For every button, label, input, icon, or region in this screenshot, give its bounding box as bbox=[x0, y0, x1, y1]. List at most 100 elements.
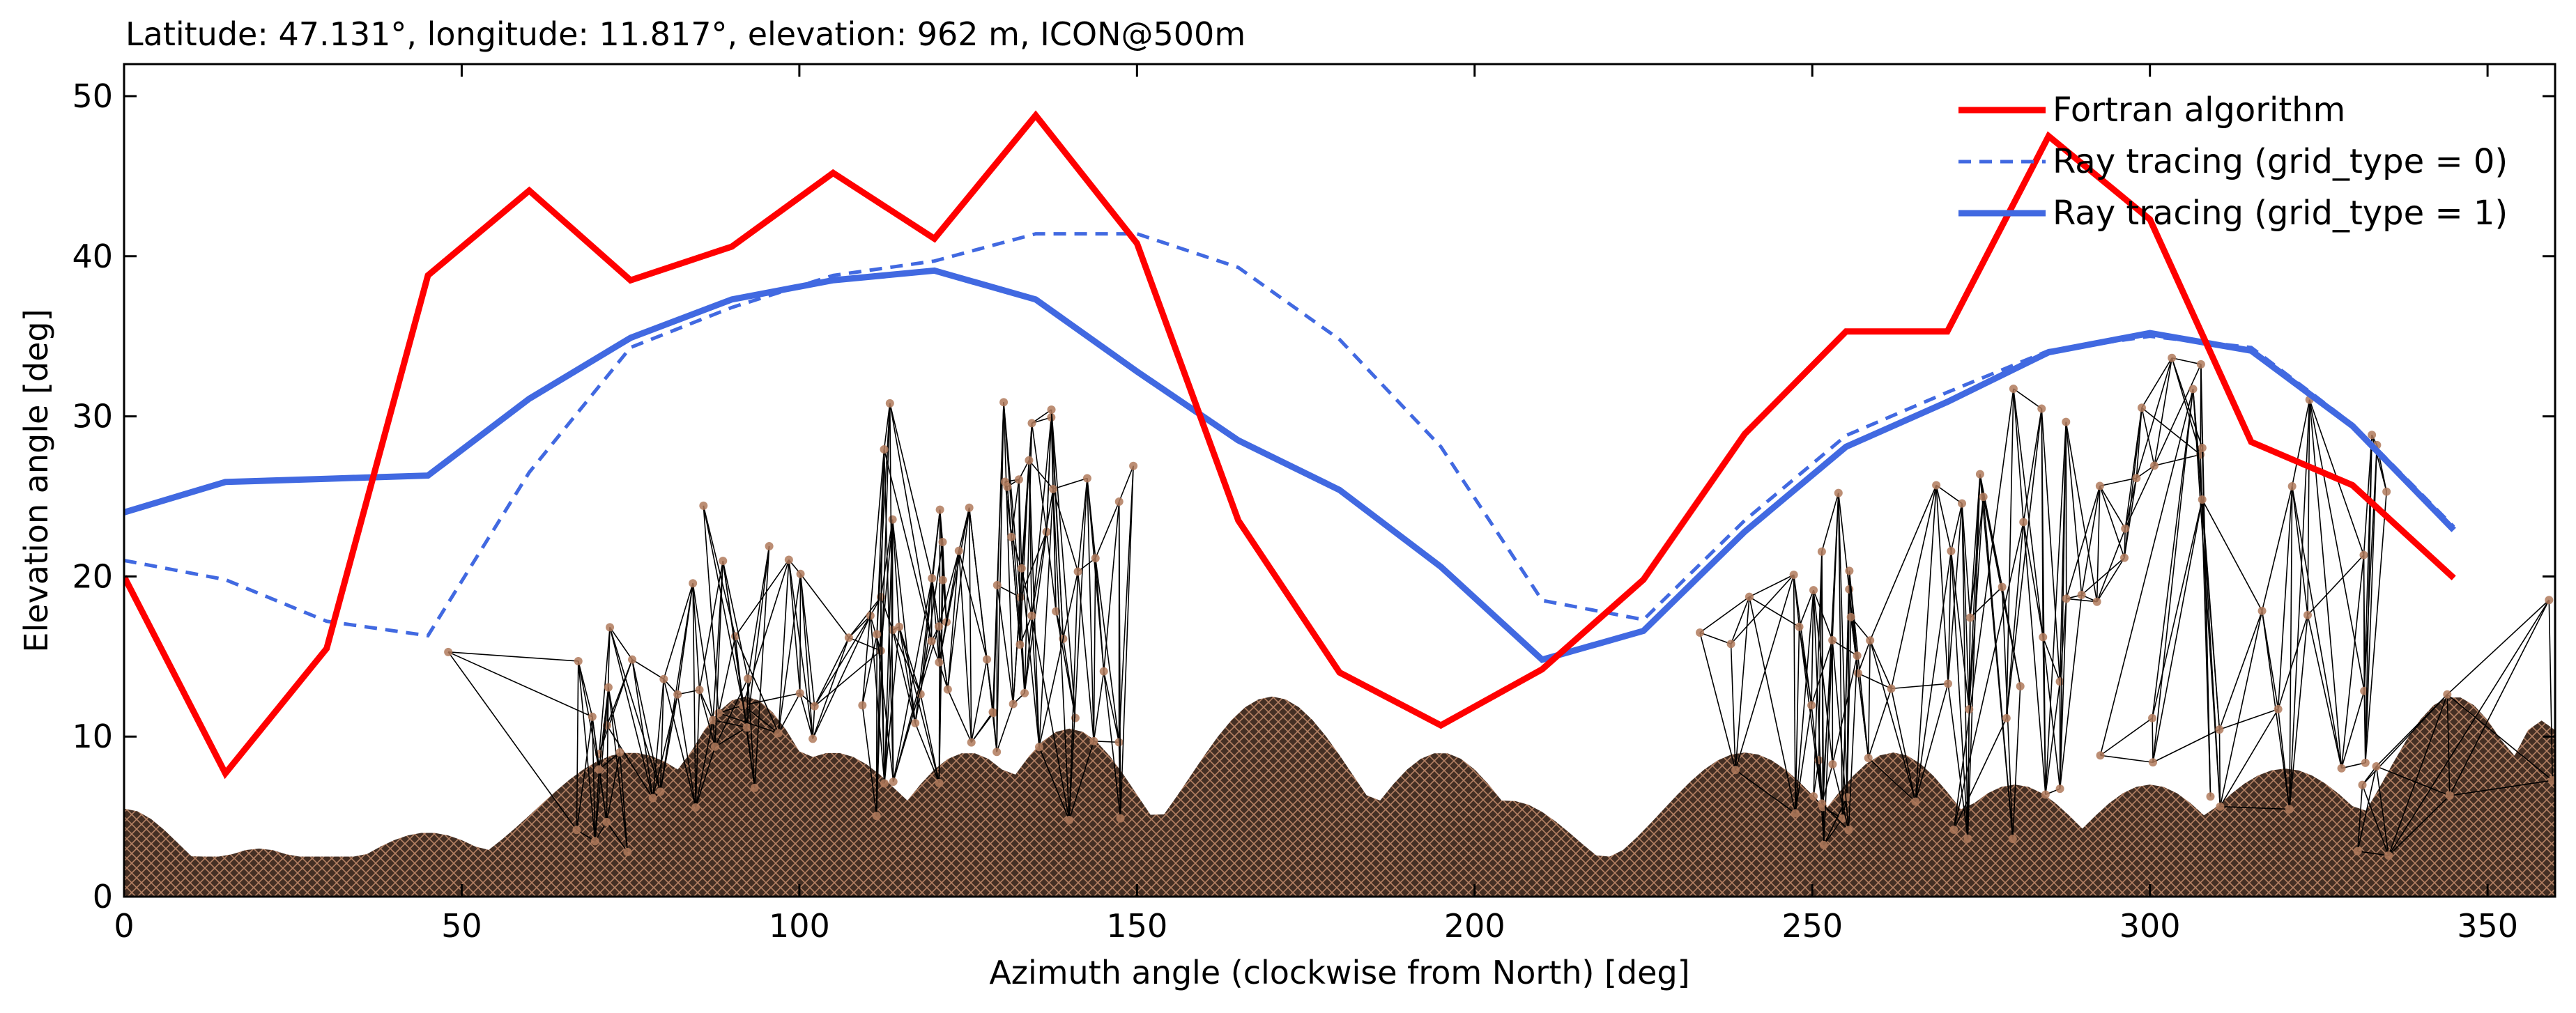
mesh-edge bbox=[1837, 493, 1848, 798]
mesh-edge bbox=[880, 596, 894, 631]
mesh-edge bbox=[876, 634, 894, 782]
mesh-edge bbox=[2041, 408, 2061, 682]
x-tick-label: 50 bbox=[441, 907, 482, 945]
mesh-edge bbox=[2065, 486, 2101, 599]
mesh-edge bbox=[2356, 766, 2377, 851]
mesh-edge bbox=[2012, 686, 2021, 840]
mesh-edge bbox=[1869, 640, 1892, 689]
mesh-edge bbox=[1969, 497, 1984, 618]
mesh-edge bbox=[714, 727, 748, 748]
mesh-vertex bbox=[2303, 610, 2313, 619]
mesh-edge bbox=[712, 719, 747, 728]
mesh-vertex bbox=[742, 723, 751, 732]
mesh-edge bbox=[577, 660, 596, 842]
mesh-edge bbox=[1119, 465, 1134, 819]
mesh-edge bbox=[2023, 522, 2044, 637]
mesh-edge bbox=[2059, 598, 2067, 789]
mesh-edge bbox=[2308, 399, 2365, 691]
mesh-edge bbox=[2023, 522, 2046, 795]
mesh-vertex bbox=[2445, 791, 2454, 801]
mesh-vertex bbox=[1975, 470, 1984, 479]
mesh-edge bbox=[2124, 408, 2142, 529]
mesh-vertex bbox=[2196, 359, 2205, 369]
mesh-edge bbox=[1068, 741, 1095, 821]
mesh-vertex bbox=[808, 734, 818, 743]
mesh-edge bbox=[1795, 626, 1800, 814]
x-axis-label: Azimuth angle (clockwise from North) [de… bbox=[989, 954, 1689, 991]
mesh-vertex bbox=[1003, 482, 1012, 491]
y-tick-label: 10 bbox=[72, 718, 113, 755]
mesh-vertex bbox=[765, 541, 774, 550]
mesh-edge bbox=[2124, 478, 2138, 529]
mesh-vertex bbox=[1014, 475, 1023, 484]
mesh-edge bbox=[788, 559, 813, 739]
mesh-edge bbox=[1947, 550, 1952, 684]
mesh-edge bbox=[947, 507, 970, 690]
mesh-edge bbox=[718, 704, 744, 714]
mesh-edge bbox=[606, 627, 611, 726]
plot-frame bbox=[123, 63, 2556, 898]
mesh-vertex bbox=[689, 579, 698, 588]
mesh-edge bbox=[799, 693, 813, 739]
mesh-edge bbox=[914, 722, 940, 784]
mesh-edge bbox=[2154, 364, 2202, 466]
x-tick-label: 300 bbox=[2119, 907, 2181, 945]
mesh-vertex bbox=[2443, 690, 2452, 699]
mesh-vertex bbox=[744, 674, 753, 683]
mesh-edge bbox=[1031, 615, 1040, 748]
mesh-edge bbox=[2307, 555, 2365, 616]
mesh-edge bbox=[1890, 688, 1917, 802]
mesh-edge bbox=[2080, 486, 2101, 596]
mesh-vertex bbox=[1731, 766, 1740, 775]
mesh-edge bbox=[898, 626, 916, 724]
mesh-vertex bbox=[873, 630, 882, 639]
mesh-vertex bbox=[602, 817, 611, 826]
mesh-edge bbox=[576, 716, 593, 830]
mesh-vertex bbox=[2285, 805, 2294, 814]
mesh-vertex bbox=[1947, 546, 1956, 555]
mesh-edge bbox=[778, 559, 790, 734]
mesh-edge bbox=[799, 573, 850, 638]
mesh-edge bbox=[2059, 422, 2067, 789]
mesh-edge bbox=[1045, 409, 1052, 532]
mesh-edge bbox=[1846, 617, 1852, 798]
mesh-edge bbox=[2388, 795, 2451, 856]
mesh-vertex bbox=[2287, 481, 2297, 490]
mesh-edge bbox=[1795, 590, 1814, 814]
mesh-vertex bbox=[1911, 797, 1920, 806]
mesh-edge bbox=[703, 505, 719, 713]
mesh-vertex bbox=[1809, 792, 1818, 801]
mesh-edge bbox=[1094, 740, 1119, 743]
mesh-edge bbox=[2202, 447, 2211, 797]
mesh-edge bbox=[814, 615, 871, 707]
mesh-edge bbox=[848, 637, 882, 651]
mesh-vertex bbox=[2008, 835, 2017, 844]
mesh-edge bbox=[2099, 486, 2126, 529]
mesh-edge bbox=[876, 403, 891, 635]
mesh-edge bbox=[1850, 617, 1871, 641]
mesh-vertex bbox=[1091, 554, 1100, 563]
mesh-vertex bbox=[858, 701, 867, 710]
mesh-edge bbox=[891, 519, 900, 627]
mesh-vertex bbox=[965, 503, 974, 512]
mesh-vertex bbox=[2039, 633, 2048, 642]
mesh-edge bbox=[1869, 640, 1917, 802]
mesh-edge bbox=[2152, 389, 2194, 718]
mesh-vertex bbox=[2121, 524, 2130, 533]
mesh-edge bbox=[1821, 764, 1834, 804]
mesh-vertex bbox=[588, 712, 597, 721]
mesh-edge bbox=[1730, 574, 1795, 644]
mesh-edge bbox=[2042, 637, 2061, 789]
mesh-vertex bbox=[1027, 611, 1036, 620]
mesh-vertex bbox=[935, 778, 944, 787]
mesh-edge bbox=[2100, 718, 2153, 756]
mesh-edge bbox=[1821, 803, 1849, 830]
mesh-edge bbox=[884, 630, 894, 784]
mesh-edge bbox=[1935, 485, 1952, 552]
mesh-edge bbox=[1969, 474, 1981, 618]
mesh-edge bbox=[861, 705, 877, 817]
mesh-edge bbox=[1038, 746, 1070, 821]
mesh-vertex bbox=[656, 787, 665, 796]
mesh-edge bbox=[631, 659, 654, 798]
mesh-edge bbox=[742, 693, 800, 706]
